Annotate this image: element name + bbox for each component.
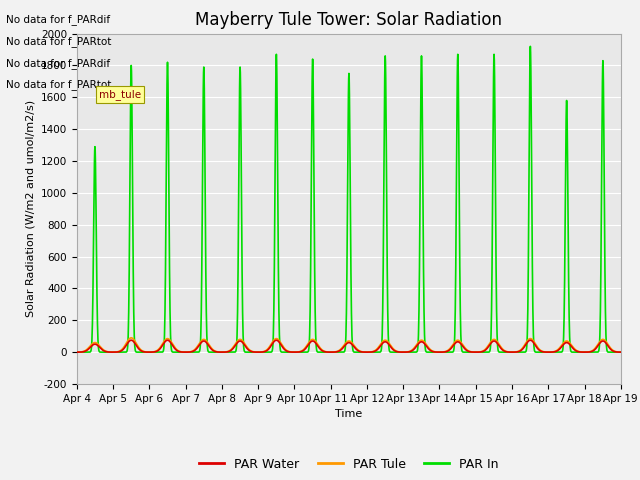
Legend: PAR Water, PAR Tule, PAR In: PAR Water, PAR Tule, PAR In: [194, 453, 504, 476]
PAR Water: [127, 337, 135, 343]
PAR In: [617, 349, 625, 355]
PAR Water: [376, 343, 384, 349]
PAR Tule: [569, 344, 577, 350]
PAR Water: [584, 349, 592, 355]
PAR In: [365, 349, 372, 355]
PAR Water: [569, 345, 577, 351]
PAR In: [225, 349, 232, 355]
PAR In: [569, 349, 577, 355]
PAR Tule: [507, 349, 515, 355]
Title: Mayberry Tule Tower: Solar Radiation: Mayberry Tule Tower: Solar Radiation: [195, 11, 502, 29]
PAR In: [584, 349, 592, 355]
PAR Water: [507, 349, 515, 355]
PAR Tule: [376, 342, 384, 348]
PAR In: [73, 349, 81, 355]
PAR In: [507, 349, 515, 355]
PAR Water: [617, 349, 625, 355]
PAR Water: [225, 348, 232, 354]
Text: No data for f_PARdif: No data for f_PARdif: [6, 58, 111, 69]
X-axis label: Time: Time: [335, 409, 362, 419]
PAR Water: [365, 349, 372, 355]
Text: mb_tule: mb_tule: [99, 89, 141, 100]
Text: No data for f_PARtot: No data for f_PARtot: [6, 36, 112, 47]
Text: No data for f_PARdif: No data for f_PARdif: [6, 14, 111, 25]
Text: No data for f_PARtot: No data for f_PARtot: [6, 79, 112, 90]
Line: PAR In: PAR In: [77, 47, 621, 352]
PAR Tule: [225, 348, 232, 354]
PAR In: [527, 44, 534, 49]
PAR Tule: [127, 335, 135, 341]
PAR Tule: [73, 349, 81, 355]
PAR Tule: [584, 349, 592, 355]
PAR Water: [73, 349, 81, 355]
Line: PAR Water: PAR Water: [77, 340, 621, 352]
Line: PAR Tule: PAR Tule: [77, 338, 621, 352]
PAR Tule: [365, 349, 372, 355]
PAR In: [376, 349, 384, 355]
Y-axis label: Solar Radiation (W/m2 and umol/m2/s): Solar Radiation (W/m2 and umol/m2/s): [25, 100, 35, 317]
PAR Tule: [617, 349, 625, 355]
